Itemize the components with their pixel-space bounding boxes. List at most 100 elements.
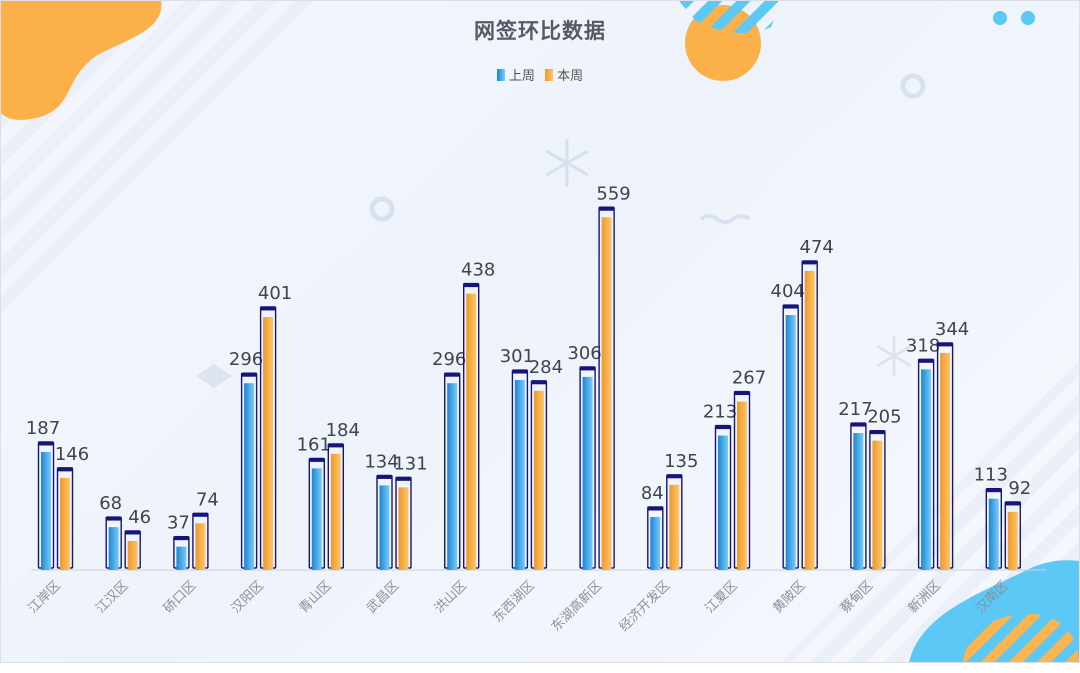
data-label: 296	[432, 349, 466, 370]
bar-cap	[715, 425, 731, 430]
wave-icon	[699, 214, 751, 224]
bar-series-2	[466, 293, 477, 570]
x-tick-label: 新洲区	[905, 578, 944, 617]
orange-blob-top-left	[1, 1, 162, 120]
legend-item-series-1: 上周	[496, 65, 535, 84]
data-label: 113	[974, 465, 1008, 486]
data-label: 146	[55, 444, 89, 465]
bar-series-2	[60, 477, 70, 570]
legend-item-series-2: 本周	[545, 65, 583, 84]
data-label: 438	[461, 260, 495, 281]
dot-icon	[993, 11, 1007, 25]
x-tick-label: 经济开发区	[616, 578, 673, 635]
chart-title: 网签环比数据	[474, 19, 606, 43]
legend-label-series-1: 上周	[508, 69, 535, 84]
bar-series-2	[940, 352, 951, 570]
data-label: 306	[567, 343, 601, 364]
ring-icon	[369, 196, 395, 222]
bar-cap	[783, 305, 799, 309]
bar-cap	[869, 430, 885, 435]
bar-series-2	[127, 540, 138, 570]
bar-series-1	[311, 468, 322, 570]
x-tick-label: 蔡甸区	[838, 578, 876, 616]
bar-cap	[986, 488, 1002, 493]
bar-series-1	[785, 315, 796, 570]
data-label: 135	[664, 451, 698, 472]
data-label: 401	[258, 283, 292, 304]
legend-swatch-series-1	[496, 68, 505, 81]
x-tick-label: 武昌区	[364, 578, 402, 616]
x-tick-label: 东湖高新区	[548, 578, 605, 635]
x-tick-label: 江汉区	[93, 578, 131, 616]
diamond-icon	[196, 364, 232, 388]
bar-cap	[647, 506, 663, 511]
bar-series-1	[853, 433, 864, 570]
bar-cap	[463, 283, 479, 288]
data-label: 68	[99, 493, 122, 514]
snowflake-icon	[545, 139, 589, 187]
x-tick-label: 青山区	[296, 578, 334, 616]
bar-cap	[1005, 501, 1021, 506]
ring-icon	[900, 73, 926, 99]
bar-cap	[377, 475, 392, 479]
bar-cap	[125, 530, 141, 535]
data-label: 74	[196, 489, 219, 510]
bar-series-2	[330, 453, 341, 570]
bar-series-2	[601, 217, 612, 571]
bar-series-2	[804, 270, 815, 570]
x-tick-label: 汉阳区	[229, 578, 267, 616]
data-label: 404	[771, 281, 805, 302]
stripe-pattern-top-left	[1, 1, 331, 331]
data-label: 187	[26, 418, 60, 439]
bar-cap	[38, 441, 54, 446]
blue-stripe-shape-top	[679, 1, 781, 34]
data-label: 284	[529, 357, 563, 378]
bar-cap	[599, 207, 615, 211]
x-tick-label: 汉南区	[973, 578, 1012, 617]
bar-series-1	[176, 546, 187, 570]
bar-series-1	[108, 527, 119, 570]
bar-series-1	[514, 380, 525, 570]
bar-series-1	[582, 376, 593, 570]
bar-cap	[850, 423, 866, 427]
bar-cap	[580, 366, 596, 371]
bar-series-1	[41, 451, 51, 570]
bar-cap	[734, 391, 750, 396]
bar-series-1	[650, 516, 661, 570]
x-tick-label: 东西湖区	[490, 578, 537, 625]
data-label: 559	[596, 183, 630, 204]
data-label: 213	[703, 402, 737, 423]
bar-series-2	[533, 390, 544, 570]
x-tick-label: 黄陂区	[770, 578, 809, 617]
data-label: 301	[500, 346, 534, 367]
bar-series-2	[398, 487, 409, 570]
x-tick-label: 江夏区	[703, 578, 741, 616]
bar-cap	[328, 443, 344, 448]
bar-cap	[937, 342, 953, 347]
bar-series-2	[737, 401, 747, 570]
bar-series-2	[872, 440, 883, 570]
bar-series-2	[669, 484, 680, 570]
data-label: 205	[867, 407, 901, 428]
bar-series-1	[988, 498, 999, 570]
bar-cap	[396, 477, 411, 481]
bar-cap	[531, 380, 547, 385]
bar-series-2	[263, 316, 274, 570]
data-label: 344	[935, 319, 969, 340]
bar-cap	[260, 306, 276, 311]
bar-cap	[57, 467, 73, 472]
data-label: 267	[732, 368, 766, 389]
data-label: 161	[297, 434, 331, 455]
bar-cap	[192, 513, 208, 517]
dot-icon	[1021, 11, 1035, 25]
legend-swatch-series-2	[545, 68, 554, 81]
bar-cap	[802, 260, 818, 265]
bar-cap	[918, 359, 934, 363]
data-label: 46	[128, 507, 151, 528]
data-label: 217	[838, 399, 872, 420]
snowflake-icon	[876, 336, 912, 376]
bar-series-1	[718, 435, 728, 570]
